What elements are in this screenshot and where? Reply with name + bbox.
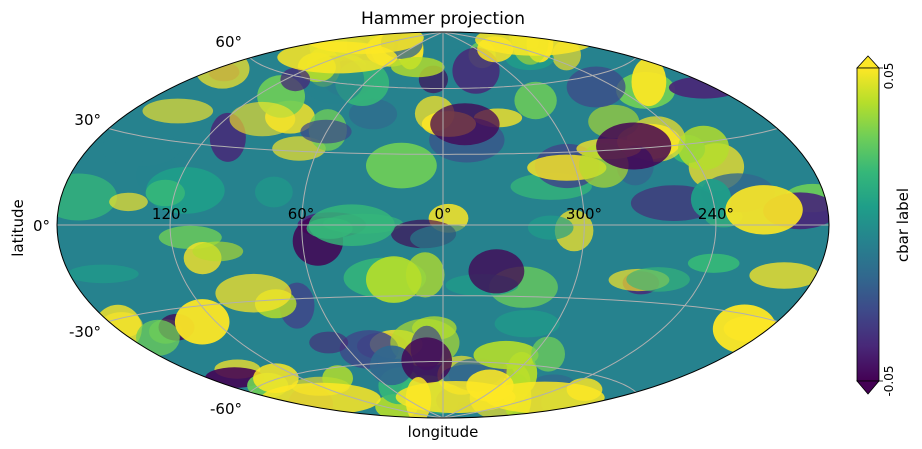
colorbar-tick-label-min: -0.05 <box>882 365 896 396</box>
field-blob <box>712 304 777 354</box>
lat-tick-label: 0° <box>33 217 50 235</box>
field-blob <box>631 57 667 107</box>
graticule-line <box>108 128 778 155</box>
lon-tick-label: 120° <box>152 205 188 223</box>
field-blob <box>690 178 732 220</box>
graticule <box>57 32 829 418</box>
field-blob <box>566 66 626 108</box>
latitude-ticks: 60° 30° 0° -30° -60° <box>33 33 242 418</box>
field-blobs <box>57 32 829 418</box>
chart-title: Hammer projection <box>361 9 525 29</box>
field-blob <box>514 81 557 120</box>
field-blob <box>366 256 422 303</box>
field-blob <box>401 337 453 384</box>
field-blob <box>531 336 565 372</box>
field-blob <box>749 262 819 289</box>
field-blob <box>215 273 292 313</box>
longitude-ticks: 120° 60° 0° 300° 240° <box>152 205 734 223</box>
field-blob <box>494 310 560 338</box>
field-blob <box>57 173 117 221</box>
field-blob <box>527 215 574 240</box>
map-outline <box>56 31 830 419</box>
lon-tick-label: 240° <box>698 205 734 223</box>
lat-tick-label: -30° <box>69 323 101 341</box>
field-blob <box>596 122 672 170</box>
x-axis-label: longitude <box>408 423 479 441</box>
field-blob <box>468 249 525 294</box>
field-blob <box>272 136 326 161</box>
colorbar-gradient <box>856 67 880 382</box>
field-blob <box>67 264 139 284</box>
field-blob <box>484 381 605 414</box>
colorbar-extend-max <box>856 55 880 69</box>
colorbar-tick-label-max: 0.05 <box>882 63 896 90</box>
lat-tick-label: -60° <box>210 400 242 418</box>
lon-tick-label: 300° <box>566 205 602 223</box>
field-blob <box>687 253 740 273</box>
field-blob <box>678 125 729 171</box>
colorbar-label: cbar label <box>894 188 912 262</box>
lon-tick-label: 60° <box>288 205 315 223</box>
field-blob <box>192 241 244 262</box>
colorbar: 0.05 -0.05 cbar label <box>856 55 912 397</box>
field-blob <box>306 217 353 239</box>
field-blob <box>366 142 437 189</box>
field-blob <box>260 382 381 415</box>
field-blob <box>410 224 484 253</box>
field-blob <box>626 267 690 292</box>
lon-tick-label: 0° <box>434 205 451 223</box>
field-blob <box>142 98 214 124</box>
field-blob <box>725 185 803 235</box>
graticule-line <box>108 295 778 322</box>
field-blob <box>229 101 296 137</box>
graticule-line <box>249 361 637 393</box>
field-blob <box>195 49 250 89</box>
y-axis-label: latitude <box>9 199 27 257</box>
field-blob <box>145 179 185 207</box>
colorbar-extend-min <box>856 380 880 395</box>
lat-tick-label: 30° <box>74 111 101 129</box>
field-blob <box>348 98 398 130</box>
field-blob <box>475 32 596 56</box>
field-blob <box>391 57 445 78</box>
field-blob <box>109 192 148 212</box>
field-blob <box>136 319 180 356</box>
field-blob <box>300 119 352 144</box>
lat-tick-label: 60° <box>215 33 242 51</box>
field-blob <box>255 176 293 208</box>
field-blob <box>430 103 500 146</box>
graticule-line <box>249 57 637 89</box>
field-blob <box>174 299 230 345</box>
field-blob <box>395 381 516 413</box>
map-field <box>57 32 829 418</box>
